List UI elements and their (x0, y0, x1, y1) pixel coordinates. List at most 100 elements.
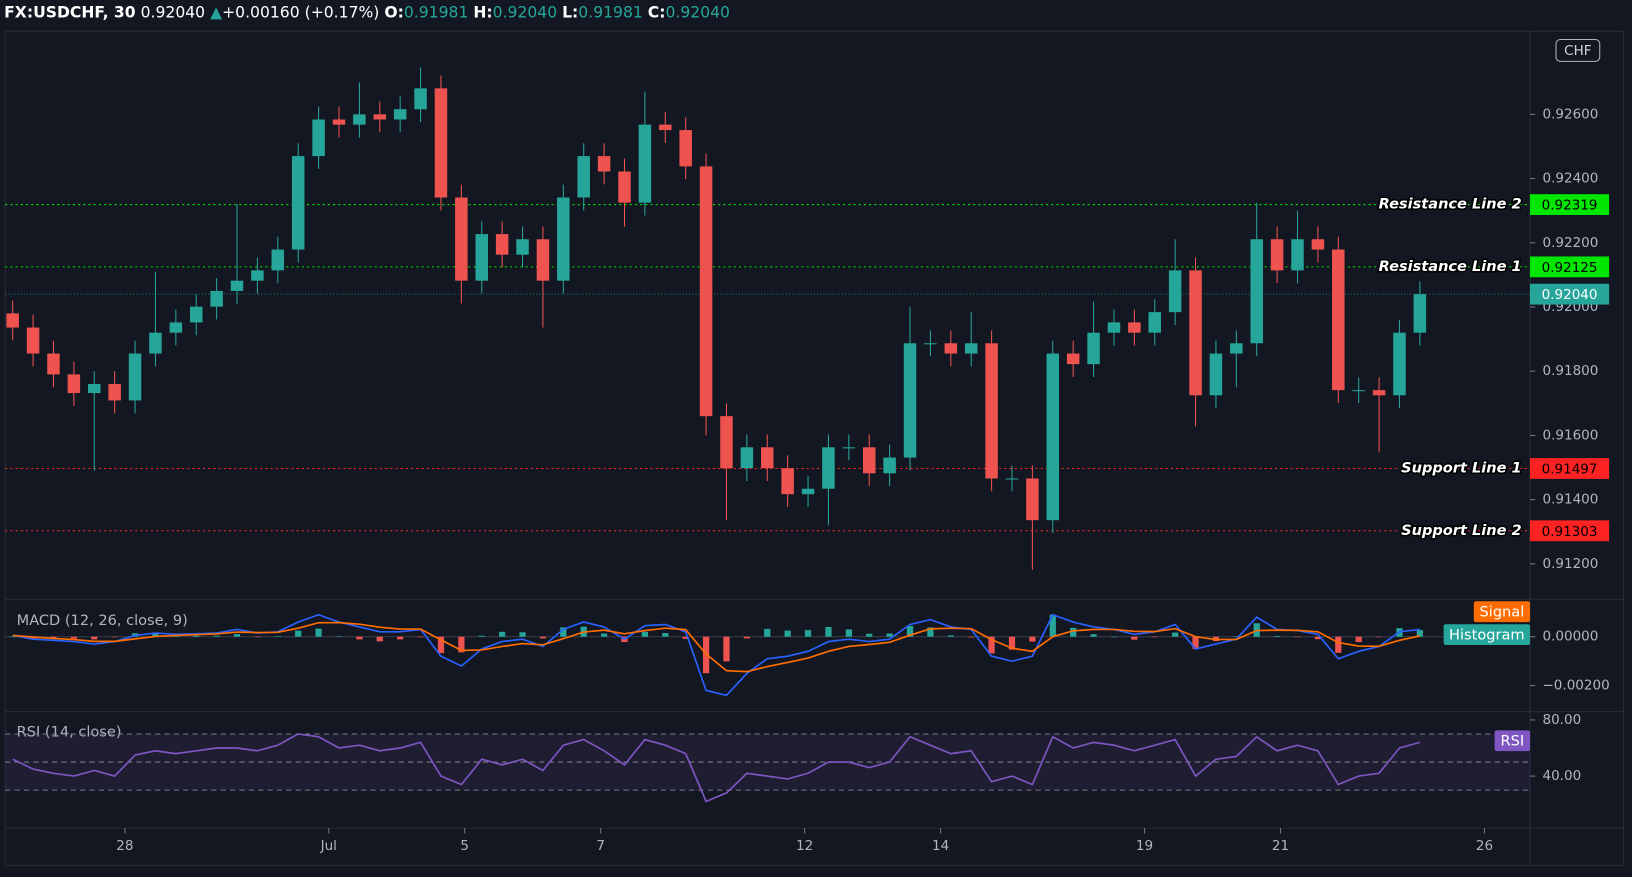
candle-body (801, 488, 815, 495)
candle-body (230, 280, 244, 291)
legend-label: RSI (1500, 733, 1524, 750)
histogram-bar (376, 636, 383, 642)
histogram-bar (1314, 636, 1322, 640)
histogram-bar (886, 633, 893, 637)
level-name: Support Line 2 (1401, 522, 1522, 539)
candle-body (1393, 332, 1406, 396)
histogram-bar (641, 631, 649, 637)
candle-body (271, 249, 285, 271)
y-tick-label: 0.00000 (1542, 629, 1598, 645)
histogram-bar (1049, 614, 1056, 637)
candle-body (1332, 249, 1345, 391)
candle-body (26, 327, 40, 354)
y-tick-label: 0.92400 (1542, 171, 1598, 187)
histogram-bar (1192, 636, 1199, 649)
histogram-bar (417, 636, 424, 638)
histogram-bar (1090, 634, 1097, 637)
candle-body (149, 332, 162, 354)
change-arrow: ▲ (210, 3, 222, 21)
y-tick-label: 0.91600 (1542, 427, 1598, 443)
legend-badge (1443, 624, 1530, 646)
price-tag-label: 0.91303 (1542, 524, 1598, 540)
histogram-bar (784, 630, 791, 637)
y-tick-label: 0.91200 (1542, 556, 1598, 572)
macd-line (12, 613, 1420, 697)
histogram-bar (947, 635, 954, 637)
candle-body (1209, 353, 1223, 396)
histogram-bar (968, 636, 975, 638)
candle-body (1352, 390, 1365, 392)
candle-body (67, 374, 81, 394)
currency-label[interactable]: CHF (1564, 43, 1591, 59)
histogram-bar (499, 631, 506, 637)
x-tick-label: 21 (1272, 838, 1289, 854)
histogram-bar (825, 626, 832, 637)
candle-body (638, 124, 652, 203)
price-tag-label: 0.92319 (1542, 198, 1598, 214)
histogram-bar (743, 636, 750, 639)
histogram-bar (1070, 627, 1077, 637)
candle-body (1270, 239, 1284, 271)
candle-body (699, 166, 713, 417)
candle-body (495, 234, 509, 255)
candle-body (720, 416, 733, 469)
y-tick-label: −0.00200 (1542, 678, 1609, 694)
candle-body (1230, 343, 1243, 354)
ohlc-key: C: (648, 3, 666, 21)
x-tick-label: 28 (116, 838, 133, 854)
histogram-bar (70, 636, 77, 639)
rsi-line (12, 733, 1421, 803)
price-tag-label: 0.92125 (1542, 260, 1598, 276)
histogram-bar (254, 636, 261, 638)
candle-body (862, 447, 876, 474)
candle-body (516, 239, 529, 255)
candle-body (1291, 239, 1304, 271)
candle-body (47, 353, 60, 375)
histogram-bar (1008, 636, 1016, 650)
candle-body (312, 119, 325, 157)
histogram-bar (295, 630, 302, 637)
ohlc-value: 0.91981 (404, 3, 468, 21)
candle-body (679, 130, 692, 167)
histogram-bar (988, 636, 995, 654)
candle-body (903, 343, 917, 458)
histogram-bar (1294, 636, 1301, 638)
y-tick-label: 0.92200 (1542, 235, 1598, 251)
currency-button[interactable] (1555, 39, 1601, 62)
candle-body (455, 197, 468, 281)
legend-label: Signal (1480, 604, 1525, 621)
macd-title: MACD (12, 26, close, 9) (17, 612, 188, 629)
ohlc-value: 0.92040 (665, 3, 729, 21)
candle-body (1087, 332, 1100, 365)
histogram-bar (478, 635, 485, 637)
x-tick-label: 14 (932, 838, 949, 854)
candle-body (985, 343, 998, 479)
histogram-bar (1416, 630, 1423, 637)
candle-body (1168, 270, 1182, 313)
ohlc-value: 0.92040 (493, 3, 557, 21)
price-tag (1530, 458, 1610, 479)
candle-body (353, 114, 366, 125)
candle-body (128, 353, 142, 401)
ohlc-key: O: (384, 3, 404, 21)
ohlc-value: 0.91981 (578, 3, 642, 21)
candle-body (1372, 390, 1386, 396)
price-tag (1530, 194, 1610, 215)
price-tag-label: 0.92040 (1542, 287, 1598, 303)
candle-body (1046, 353, 1060, 521)
y-tick-label: 0.92600 (1542, 106, 1598, 122)
ohlc-key: H: (473, 3, 492, 21)
candle-body (1066, 353, 1080, 365)
candle-body (434, 88, 448, 198)
histogram-bar (335, 636, 343, 637)
histogram-bar (1375, 636, 1383, 638)
histogram-bar (458, 636, 465, 653)
histogram-bar (1273, 635, 1281, 637)
y-tick-label: 0.91800 (1542, 363, 1598, 379)
candle-body (1189, 270, 1202, 396)
signal-line (12, 621, 1421, 673)
histogram-bar (274, 636, 281, 637)
histogram-bar (560, 627, 567, 637)
histogram-bar (600, 633, 608, 637)
